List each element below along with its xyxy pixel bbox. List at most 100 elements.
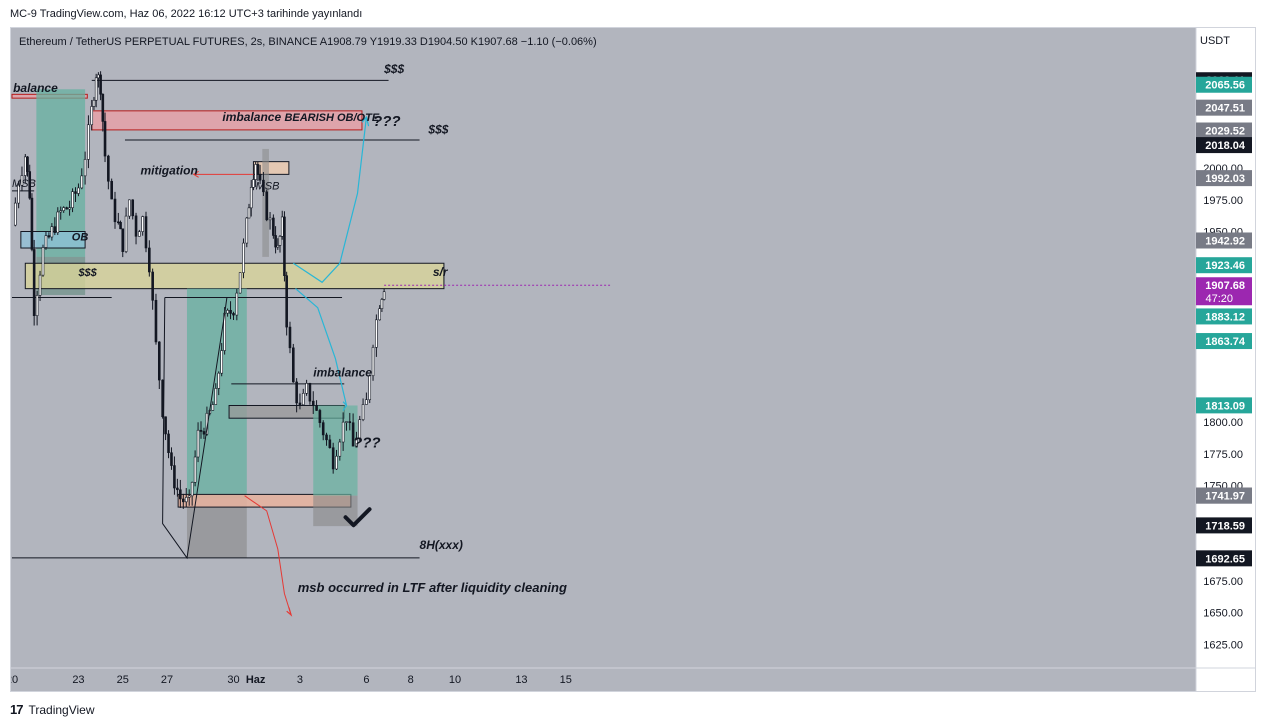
zone-box [252,161,290,175]
candle-body [193,456,197,483]
candle-body [97,74,100,79]
candle-body [141,216,144,232]
time-tick-label: 3 [297,674,303,686]
lines-layer [12,79,611,559]
candle-body [134,215,138,237]
chart-annotation: $$$ [383,62,404,76]
candle-body [59,210,63,213]
candle-body [62,207,65,211]
price-label-box [1196,122,1252,139]
last-price-text: 1907.68 [1205,280,1245,292]
candle-body [131,199,135,217]
candle-body [249,187,253,209]
candle-body [83,159,87,177]
chart-annotation: mitigation [140,163,197,177]
price-tick-label: 1650.00 [1203,608,1243,620]
drawings-layer [162,115,372,617]
candle-body [117,221,120,224]
arrowhead [286,607,293,617]
arrowhead [361,115,370,127]
candle-body [50,226,54,238]
price-label-box [1196,76,1252,93]
chart-annotation: msb occurred in LTF after liquidity clea… [298,580,567,595]
candle-body [101,93,105,122]
candle-body [338,441,342,457]
trend-path-line [244,495,292,616]
candle-body [341,421,345,443]
chart-annotation: ??? [353,434,381,451]
price-label-box [1196,99,1252,116]
candle-body [157,341,161,381]
chart-annotation: imbalance [222,110,281,124]
candle-body [351,422,355,447]
time-tick-label: 8 [408,674,414,686]
candle-body [190,482,194,497]
time-tick-label: 15 [560,674,572,686]
time-axis[interactable]: 20 23 25 27 30 Haz 3 6 8 10 13 15 [11,674,572,686]
candles-layer [14,71,386,509]
tradingview-logo[interactable]: 17 TradingView [10,702,95,717]
candle-body [87,124,90,160]
candle-body [226,309,229,314]
tradingview-wordmark: TradingView [28,702,95,717]
chart-annotation: MSB [256,181,280,193]
candle-body [53,226,57,233]
candle-body [56,211,60,233]
candle-body [345,421,348,423]
candle-body [272,217,275,236]
chart-frame[interactable]: balance MSB OB $$$ imbalance BEARISH OB/OTE $$… [10,27,1256,692]
candle-body [32,249,36,316]
candle-body [232,313,235,316]
candle-body [99,74,102,95]
candle-body [94,77,98,101]
price-label-text: 1923.46 [1205,260,1245,272]
candle-body [245,217,249,244]
candle-body [258,174,262,181]
candle-body [47,235,51,238]
candle-body [184,497,188,503]
price-label-box [1196,137,1252,154]
price-label-box [1196,397,1252,414]
candle-body [128,199,131,217]
price-label-box [1196,232,1252,249]
candle-body [285,275,288,328]
price-tick-label: 1625.00 [1203,639,1243,651]
candle-body [44,235,48,248]
candle-body [170,452,173,466]
price-label-text: 2018.04 [1205,140,1246,152]
price-label-box [1196,487,1252,504]
mitigation-arrowhead [192,170,199,178]
candle-body [378,308,381,321]
price-label-text: 1863.74 [1205,336,1246,348]
candle-body [30,197,34,250]
candle-body [308,383,312,402]
candle-body [124,215,128,252]
candle-body [355,437,358,447]
candle-body [151,271,154,301]
candle-body [368,375,372,401]
candle-body [265,191,269,221]
price-axis[interactable]: 1625.001650.001675.001750.001775.001800.… [1196,72,1252,651]
price-label-box [1196,550,1252,567]
candle-body [68,207,71,210]
candle-body [254,164,257,180]
candle-body [321,422,325,436]
candle-body [28,171,32,199]
chart-annotation: MSB [12,178,36,190]
candle-body [288,326,292,349]
candle-body [121,228,125,252]
price-label-text: 1813.09 [1205,400,1245,412]
candle-body [335,455,338,470]
chart-annotation: 8H(xxx) [420,538,463,552]
candle-body [196,429,200,458]
candle-body [301,393,305,406]
candle-body [179,489,182,500]
candle-body [235,292,239,316]
trend-path-line [292,117,367,284]
candle-body [71,191,74,208]
candle-body [110,180,113,200]
candle-body [375,319,378,348]
candle-body [298,402,302,406]
